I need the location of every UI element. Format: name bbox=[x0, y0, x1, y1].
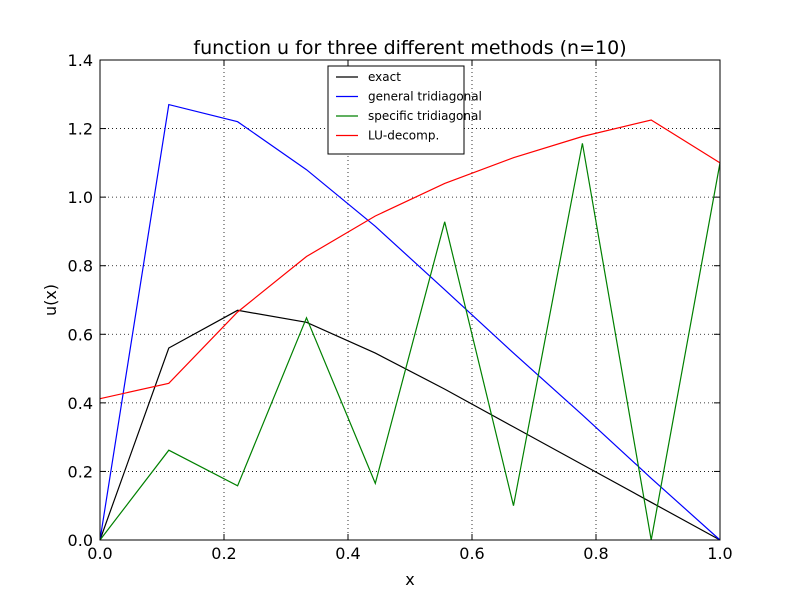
x-tick-label: 0.8 bbox=[583, 544, 608, 563]
x-tick-label: 0.2 bbox=[211, 544, 236, 563]
plot-frame bbox=[99, 59, 721, 541]
x-tick-label: 0.0 bbox=[87, 544, 112, 563]
y-tick-label: 0.4 bbox=[68, 394, 93, 413]
chart-title: function u for three different methods (… bbox=[193, 37, 626, 59]
series-line-general-tridiagonal bbox=[99, 103, 721, 541]
y-tick-label: 0.0 bbox=[68, 531, 93, 550]
series-line-exact bbox=[99, 309, 721, 541]
y-axis-label: u(x) bbox=[41, 284, 60, 316]
legend: exact general tridiagonal specific tridiag… bbox=[327, 65, 482, 155]
series-line-specific-tridiagonal bbox=[99, 143, 721, 541]
y-tick-label: 0.6 bbox=[68, 325, 93, 344]
legend-label: LU-decomp. bbox=[368, 129, 439, 143]
x-tick-label: 0.4 bbox=[335, 544, 360, 563]
legend-box bbox=[327, 65, 465, 155]
x-tick-label: 0.6 bbox=[459, 544, 484, 563]
plot-lines bbox=[99, 103, 721, 541]
y-tick-label: 0.2 bbox=[68, 462, 93, 481]
legend-label: specific tridiagonal bbox=[368, 109, 482, 123]
legend-label: general tridiagonal bbox=[368, 90, 482, 104]
series-line-lu-decomp bbox=[99, 119, 721, 400]
y-tick-label: 0.8 bbox=[68, 257, 93, 276]
legend-label: exact bbox=[368, 70, 401, 84]
y-tick-label: 1.0 bbox=[68, 188, 93, 207]
x-axis-label: x bbox=[405, 570, 414, 589]
x-tick-label: 1.0 bbox=[707, 544, 732, 563]
y-tick-label: 1.4 bbox=[68, 51, 93, 70]
y-tick-label: 1.2 bbox=[68, 120, 93, 139]
ticks: 0.0 0.2 0.4 0.6 0.8 1.0 0.0 0.2 0.4 0.6 0.8 1.0 1.2 1… bbox=[68, 51, 733, 563]
